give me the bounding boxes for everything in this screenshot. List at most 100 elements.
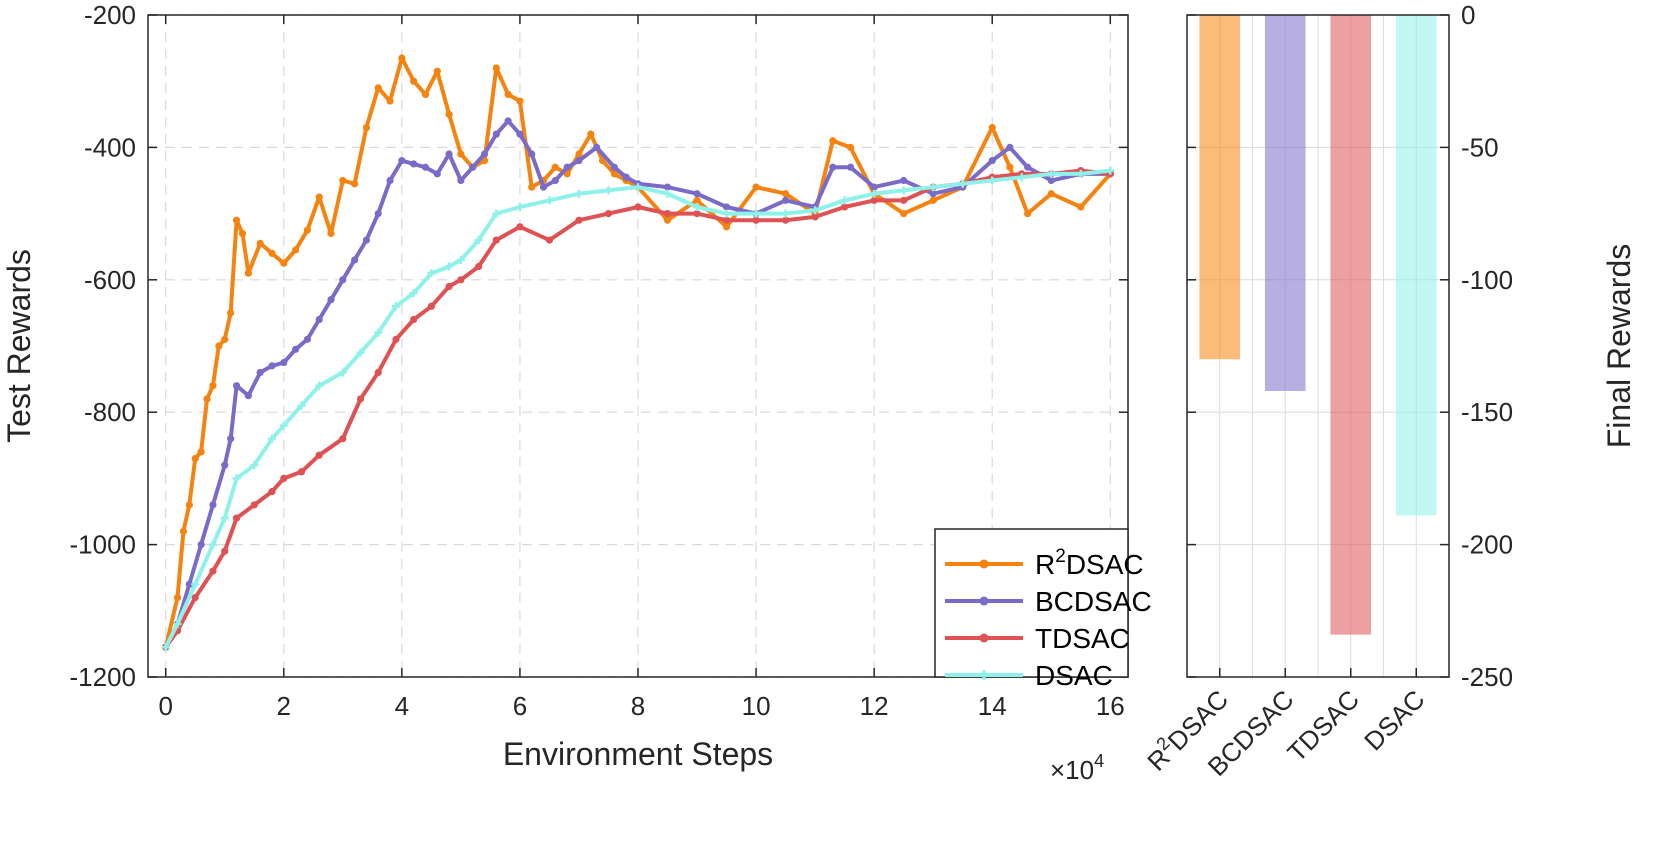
legend-label: R2DSAC: [1035, 546, 1144, 580]
data-point: [297, 401, 306, 410]
data-point: [574, 189, 583, 198]
data-point: [516, 130, 524, 138]
bar-category-label: DSAC: [1358, 684, 1430, 756]
data-point: [280, 474, 288, 482]
data-point: [410, 160, 418, 168]
data-point: [604, 210, 613, 218]
data-point: [693, 190, 701, 198]
data-point: [215, 342, 223, 350]
data-point: [374, 368, 382, 377]
data-point: [781, 196, 790, 204]
data-point: [191, 580, 200, 589]
data-point: [900, 176, 908, 185]
bar-tdsac: [1330, 15, 1372, 635]
data-point: [268, 362, 276, 370]
data-point: [504, 90, 512, 99]
data-point: [173, 593, 182, 602]
data-point: [280, 358, 288, 367]
legend-label: TDSAC: [1035, 623, 1130, 654]
data-point: [722, 223, 731, 231]
data-point: [410, 77, 418, 85]
data-point: [398, 157, 406, 165]
data-point: [374, 328, 383, 337]
data-point: [227, 309, 235, 317]
data-point: [829, 163, 837, 171]
data-point: [1017, 173, 1026, 182]
x-tick-label: 0: [158, 691, 172, 721]
bar-y-tick-label: -150: [1461, 397, 1513, 427]
data-point: [421, 163, 430, 171]
legend-entry-bcdsac: BCDSAC: [945, 586, 1152, 617]
series-dsac: [161, 166, 1115, 652]
y-tick-label: -1200: [70, 662, 137, 692]
x-tick-label: 12: [860, 691, 889, 721]
data-point: [433, 170, 441, 178]
data-point: [191, 593, 199, 602]
data-point: [841, 203, 849, 211]
data-point: [693, 196, 701, 204]
data-point: [315, 381, 324, 390]
data-point: [209, 382, 217, 390]
data-point: [161, 643, 170, 652]
data-point: [988, 123, 996, 132]
data-point: [456, 255, 465, 264]
data-point: [267, 434, 276, 443]
data-point: [752, 216, 760, 224]
data-point: [362, 236, 371, 244]
data-point: [781, 209, 790, 218]
data-point: [480, 150, 489, 158]
data-point: [250, 501, 258, 509]
data-point: [250, 461, 259, 470]
data-point: [351, 256, 359, 264]
data-point: [899, 186, 908, 195]
data-point: [268, 488, 276, 496]
data-point: [634, 203, 642, 211]
data-point: [232, 514, 241, 522]
data-point: [221, 335, 229, 343]
data-point: [244, 392, 252, 400]
data-point: [445, 282, 453, 291]
x-tick-label: 6: [513, 691, 527, 721]
data-point: [474, 236, 483, 245]
legend-entry-tdsac: TDSAC: [945, 623, 1130, 654]
legend-swatch-marker: [979, 670, 989, 680]
data-point: [338, 368, 347, 377]
data-point: [209, 501, 217, 509]
x-tick-label: 16: [1096, 691, 1125, 721]
data-point: [256, 368, 264, 377]
data-point: [929, 190, 937, 198]
data-point: [433, 67, 441, 75]
legend-swatch-marker: [979, 559, 989, 569]
data-point: [315, 451, 323, 459]
data-point: [232, 474, 241, 483]
data-point: [663, 189, 672, 198]
legend-box: [934, 528, 1129, 678]
data-point: [545, 236, 554, 244]
data-point: [203, 395, 211, 403]
data-point: [870, 196, 878, 204]
x-axis-exponent-base: ×10: [1050, 755, 1094, 785]
y-tick-label: -200: [84, 0, 136, 30]
x-tick-label: 2: [277, 691, 291, 721]
bar-bcdsac: [1264, 15, 1306, 392]
data-point: [232, 382, 241, 390]
data-point: [870, 189, 879, 198]
bar-dsac: [1395, 15, 1437, 516]
y-tick-label: -600: [84, 265, 136, 295]
data-point: [244, 269, 252, 277]
bar-category-label: TDSAC: [1281, 684, 1365, 768]
data-point: [829, 137, 837, 145]
data-point: [811, 213, 819, 221]
data-point: [752, 183, 760, 191]
data-point: [475, 262, 483, 271]
data-point: [457, 150, 465, 158]
data-point: [209, 567, 217, 575]
legend-label-main: R: [1035, 549, 1055, 580]
bar-chart: -250-200-150-100-500R2DSACBCDSACTDSACDSA…: [1141, 0, 1637, 782]
y-tick-label: -800: [84, 397, 136, 427]
data-point: [663, 210, 672, 218]
data-point: [693, 210, 701, 218]
data-point: [840, 196, 849, 205]
data-point: [374, 84, 382, 92]
data-point: [398, 54, 406, 62]
